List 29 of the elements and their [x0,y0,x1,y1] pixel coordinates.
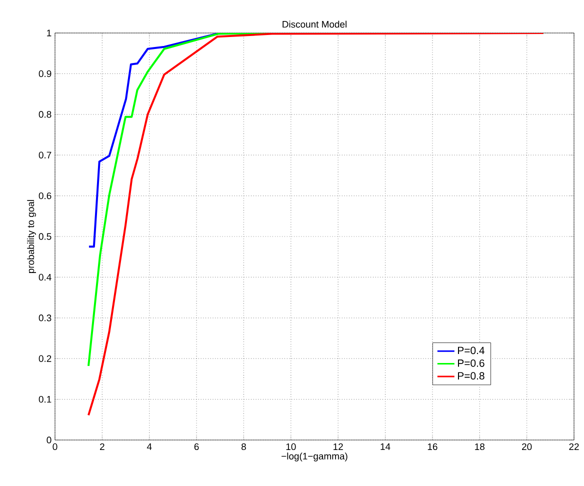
x-tick-label: 0 [52,443,58,450]
x-tick-label: 20 [522,443,532,450]
x-tick-label: 8 [242,443,246,450]
y-tick-label: 0.5 [38,233,52,240]
y-tick-label: 0.1 [38,396,52,403]
x-tick-label: 22 [569,443,579,450]
y-tick-label: 0.9 [38,70,52,78]
legend-label: P=0.6 [458,359,484,367]
x-tick-label: 14 [380,443,390,450]
chart-title: Discount Model [282,20,346,28]
x-tick-label: 16 [428,443,438,450]
y-tick-label: 0.3 [38,314,52,322]
y-tick-label: 0.8 [38,111,52,118]
x-tick-label: 4 [146,443,152,450]
legend-label: P=0.8 [458,372,484,380]
y-tick-label: 0.6 [38,192,52,200]
x-tick-label: 2 [100,443,104,450]
y-tick-label: 0 [46,436,52,444]
y-tick-label: 1 [47,30,52,36]
x-tick-label: 12 [334,443,343,450]
x-tick-label: 18 [475,443,484,450]
y-axis-title: probability to goal [27,200,36,273]
y-tick-label: 0.7 [38,152,52,158]
x-axis-title: −log(1−gamma) [282,452,348,462]
y-tick-label: 0.2 [38,355,52,362]
legend-label: P=0.4 [458,346,484,354]
y-tick-label: 0.4 [38,274,52,281]
x-tick-label: 10 [286,443,296,450]
x-tick-label: 6 [194,443,199,450]
